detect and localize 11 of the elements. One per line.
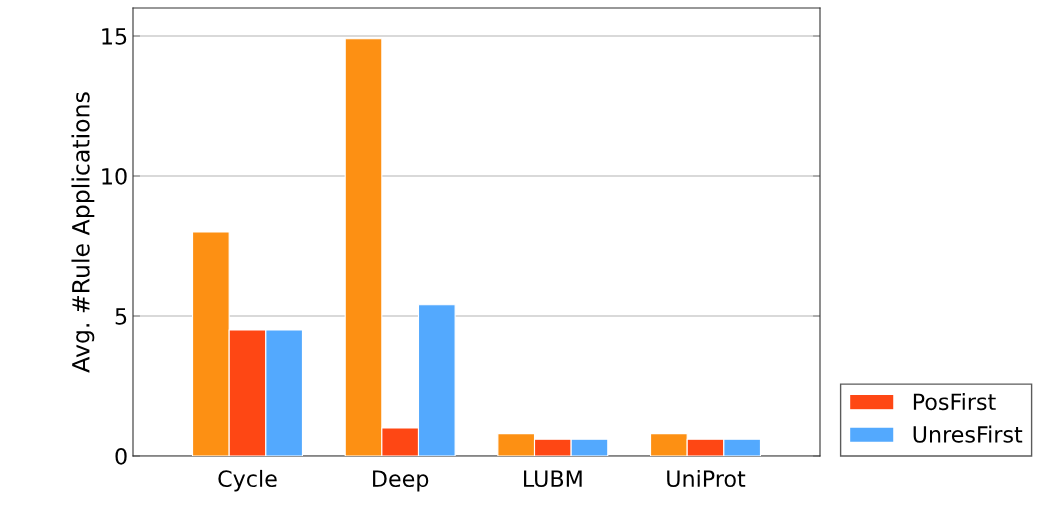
x-tick-label: UniProt: [667, 469, 746, 488]
y-tick-label: 0: [115, 447, 127, 465]
x-tick-label: Deep: [373, 470, 429, 492]
legend-label: PosFirst: [913, 392, 996, 411]
y-tick-label: 15: [102, 28, 127, 45]
x-tick-label: LUBM: [524, 470, 582, 488]
x-tick-label: Cycle: [218, 469, 277, 492]
y-axis-title: Avg. #Rule Applications: [71, 92, 95, 373]
legend-label: UnresFirst: [913, 425, 1023, 443]
y-tick-label: 10: [102, 167, 127, 185]
y-tick-label: 5: [115, 308, 127, 325]
